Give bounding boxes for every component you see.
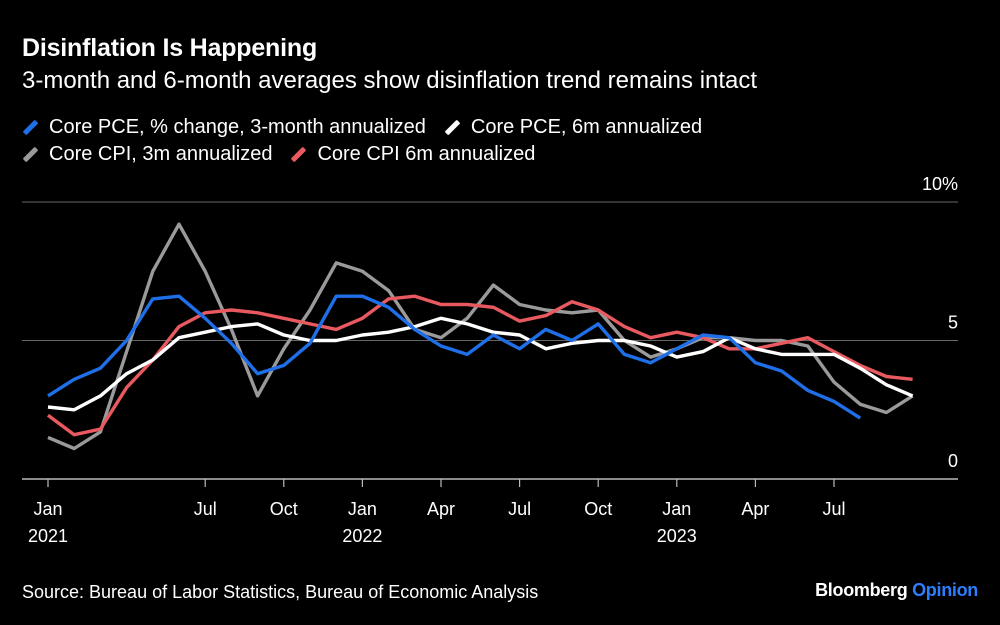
chart-title: Disinflation Is Happening <box>22 34 318 62</box>
legend-item-core-pce-3m: Core PCE, % change, 3-month annualized <box>22 114 426 141</box>
grid-layer <box>22 201 958 480</box>
x-tick-label-2: Oct <box>270 499 298 519</box>
legend-item-core-cpi-3m: Core CPI, 3m annualized <box>22 141 272 168</box>
legend-row-1: Core PCE, % change, 3-month annualized C… <box>22 114 982 141</box>
x-tick-label-6: Oct <box>584 499 612 519</box>
x-tick-label-0: Jan <box>33 499 62 519</box>
x-tick-label-4: Apr <box>427 499 455 519</box>
x-tick-year-0: 2021 <box>28 526 68 546</box>
chart-subtitle: 3-month and 6-month averages show disinf… <box>22 67 758 94</box>
x-tick-label-9: Jul <box>822 499 845 519</box>
x-tick-year-7: 2023 <box>657 526 697 546</box>
brand-primary: Bloomberg <box>815 580 908 600</box>
legend-row-2: Core CPI, 3m annualized Core CPI 6m annu… <box>22 141 982 168</box>
x-tick-label-5: Jul <box>508 499 531 519</box>
series-line-2 <box>47 316 914 412</box>
series-line-1 <box>46 294 913 437</box>
y-tick-label-0: 10% <box>922 174 958 194</box>
legend-label-core-pce-6m: Core PCE, 6m annualized <box>470 116 703 138</box>
legend-item-core-cpi-6m: Core CPI 6m annualized <box>290 141 535 168</box>
legend-label-core-cpi-3m: Core CPI, 3m annualized <box>49 143 273 165</box>
y-tick-label-2: 0 <box>948 451 958 471</box>
y-tick-label-1: 5 <box>948 313 958 333</box>
axis-layer: 10% 5 0 Jan 2021 Jul Oct Jan 2022 Apr Jul Oct Jan 202… <box>28 174 958 546</box>
legend-item-core-pce-6m: Core PCE, 6m annualized <box>444 114 702 141</box>
x-tick-label-8: Apr <box>741 499 769 519</box>
source-note: Source: Bureau of Labor Statistics, Bure… <box>22 582 539 602</box>
legend-label-core-cpi-6m: Core CPI 6m annualized <box>317 143 536 165</box>
series-layer <box>46 222 914 451</box>
series-line-0 <box>47 222 914 451</box>
x-tick-label-1: Jul <box>194 499 217 519</box>
series-line-3 <box>47 294 862 420</box>
legend-label-core-pce-3m: Core PCE, % change, 3-month annualized <box>49 116 426 138</box>
legend: Core PCE, % change, 3-month annualized C… <box>22 114 982 168</box>
brand-logo: Bloomberg Opinion <box>815 580 978 601</box>
x-tick-year-3: 2022 <box>342 526 382 546</box>
x-tick-label-7: Jan <box>662 499 691 519</box>
brand-secondary: Opinion <box>912 580 978 600</box>
x-tick-label-3: Jan <box>348 499 377 519</box>
